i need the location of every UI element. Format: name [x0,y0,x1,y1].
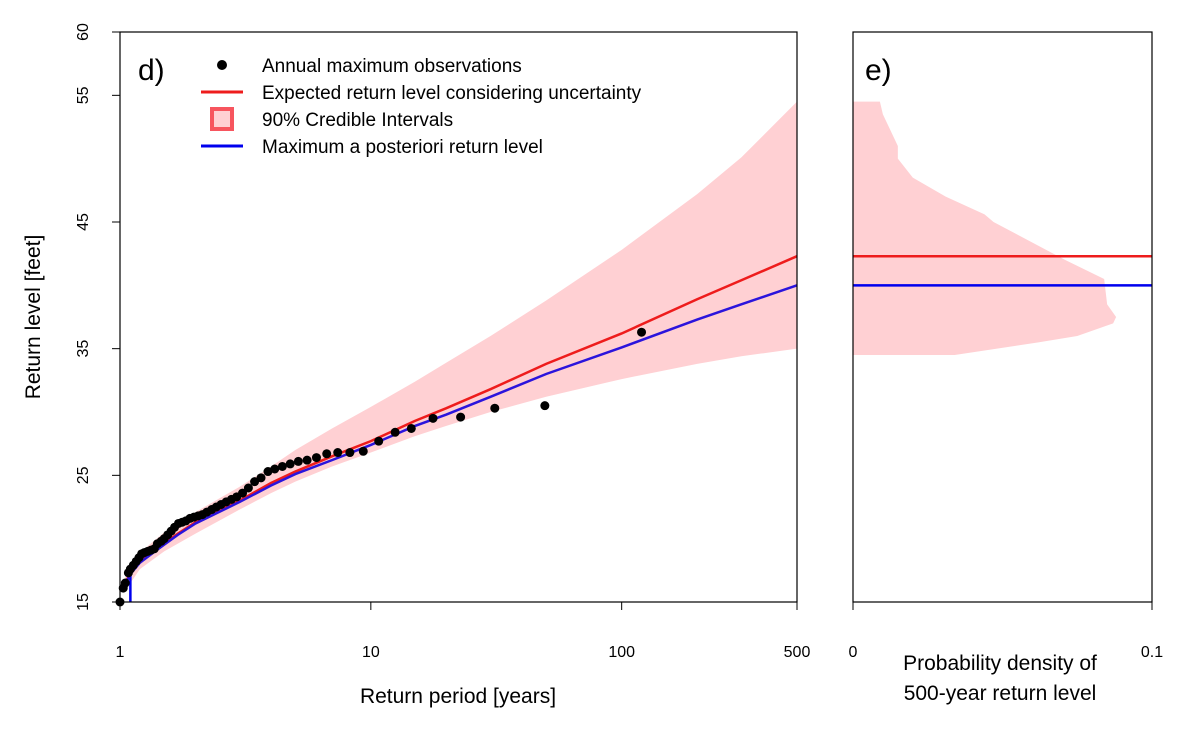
observation-point [285,459,295,469]
y-axis-ticks-d: 15 25 35 45 55 60 [75,23,120,611]
density-reference-lines-layer [853,254,1152,287]
legend-label-credible-intervals: 90% Credible Intervals [262,110,453,131]
x-tick-label-e: 0 [849,644,858,661]
observation-point [490,403,500,413]
density-panel: 0 0.1 e) Probability density of 500-year … [849,31,1163,705]
observation-point [277,461,287,471]
observation-point [637,327,647,337]
return-level-panel: 1 10 100 500 15 25 35 45 55 60 d) Return period … [22,23,810,708]
observation-point [263,467,273,477]
legend: Annual maximum observations Expected ret… [201,56,642,158]
density-area-layer [853,101,1117,356]
observation-point [406,423,416,433]
panel-label-e: e) [865,54,892,87]
x-tick-label-d: 1 [116,644,125,661]
y-tick-label-d: 45 [75,213,92,231]
x-tick-label-d: 500 [784,644,811,661]
legend-symbol-observations [217,60,227,70]
x-tick-label-d: 10 [362,644,380,661]
observation-point [374,436,384,446]
x-axis-label-e-line-1: Probability density of [903,652,1097,675]
observation-point [302,455,312,465]
y-tick-label-d: 15 [75,593,92,611]
legend-label-map: Maximum a posteriori return level [262,137,543,158]
density-area [853,101,1117,356]
observation-point [270,464,280,474]
x-axis-ticks-d: 1 10 100 500 [116,601,811,661]
y-tick-label-d: 25 [75,466,92,484]
x-axis-label-e-line-2: 500-year return level [904,682,1097,705]
x-axis-label-d: Return period [years] [360,685,556,708]
x-axis-ticks-e: 0 0.1 [849,601,1163,661]
observation-point [311,453,321,463]
observation-point [345,448,355,458]
legend-label-expected: Expected return level considering uncert… [262,83,642,104]
observation-point [120,578,130,588]
observation-point [256,473,266,483]
panel-label-d: d) [138,54,165,87]
y-axis-label-d: Return level [feet] [22,235,45,400]
credible-interval-band-layer [125,101,797,591]
legend-symbol-credible-intervals [210,107,234,131]
x-tick-label-e: 0.1 [1141,644,1163,661]
observation-point [293,456,303,466]
observation-points-layer [115,327,647,607]
y-tick-label-d: 60 [75,23,92,41]
y-tick-label-d: 35 [75,340,92,358]
y-tick-label-d: 55 [75,86,92,104]
x-tick-label-d: 100 [608,644,635,661]
observation-point [333,448,343,458]
observation-point [428,413,438,423]
observation-point [243,483,253,493]
observation-point [358,446,368,456]
observation-point [390,427,400,437]
observation-point [456,412,466,422]
observation-point [322,449,332,459]
observation-point [238,488,248,498]
observation-point [540,401,550,411]
legend-label-observations: Annual maximum observations [262,56,522,77]
credible-interval-band [125,101,797,591]
